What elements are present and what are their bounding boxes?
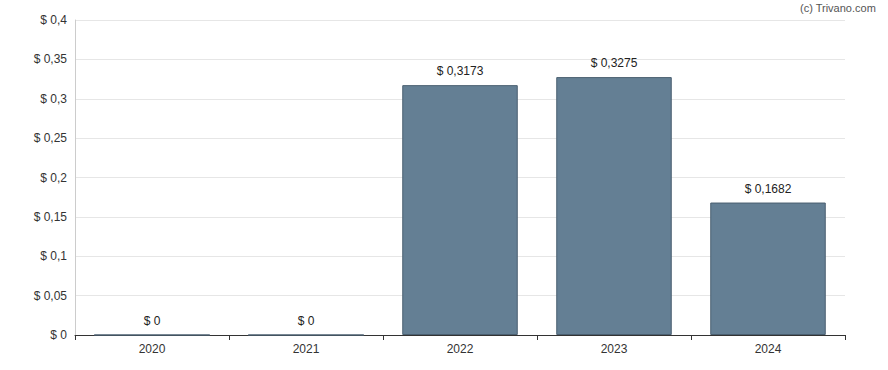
svg-text:$ 0,4: $ 0,4 xyxy=(40,13,67,27)
svg-text:$ 0,1: $ 0,1 xyxy=(40,249,67,263)
svg-text:$ 0,3173: $ 0,3173 xyxy=(437,64,484,78)
svg-text:$ 0: $ 0 xyxy=(144,314,161,328)
svg-text:2020: 2020 xyxy=(139,342,166,356)
svg-text:$ 0,3275: $ 0,3275 xyxy=(591,56,638,70)
svg-text:$ 0,2: $ 0,2 xyxy=(40,171,67,185)
svg-text:$ 0,25: $ 0,25 xyxy=(34,131,68,145)
svg-text:$ 0,35: $ 0,35 xyxy=(34,52,68,66)
svg-text:$ 0,3: $ 0,3 xyxy=(40,92,67,106)
svg-text:2024: 2024 xyxy=(755,342,782,356)
svg-text:(c) Trivano.com: (c) Trivano.com xyxy=(800,2,876,14)
svg-text:2023: 2023 xyxy=(601,342,628,356)
svg-text:$ 0,1682: $ 0,1682 xyxy=(745,182,792,196)
svg-text:2022: 2022 xyxy=(447,342,474,356)
svg-text:$ 0: $ 0 xyxy=(50,328,67,342)
svg-text:$ 0,15: $ 0,15 xyxy=(34,210,68,224)
svg-text:$ 0: $ 0 xyxy=(298,314,315,328)
svg-text:2021: 2021 xyxy=(293,342,320,356)
svg-text:$ 0,05: $ 0,05 xyxy=(34,289,68,303)
